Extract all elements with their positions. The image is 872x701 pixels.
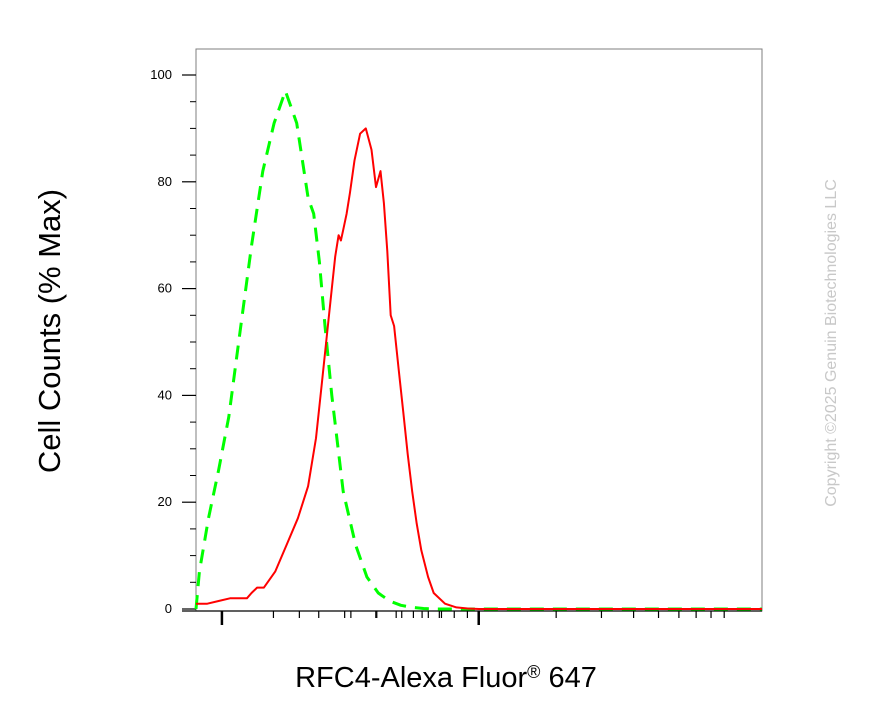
y-tick-label: 80 [158,174,172,189]
control-series-line [194,89,762,611]
y-axis-label: Cell Counts (% Max) [32,189,67,473]
y-tick-label: 0 [165,601,172,616]
x-axis-label-main: RFC4-Alexa Fluor [295,662,527,694]
y-tick-label: 60 [158,281,172,296]
x-axis-label: RFC4-Alexa Fluor® 647 [295,662,597,694]
y-tick-label: 20 [158,494,172,509]
x-axis [182,610,762,625]
series-layer [194,89,762,611]
sample-series-line [196,127,762,610]
plot-frame [195,48,763,612]
x-axis-label-superscript: ® [527,662,540,682]
y-axis: 0 20 40 60 80 100 [150,67,196,616]
copyright-watermark: Copyright ©2025 Genuin Biotechnologies L… [823,179,840,507]
y-tick-label: 40 [158,387,172,402]
y-tick-label: 100 [150,67,172,82]
x-axis-label-suffix: 647 [540,662,596,694]
